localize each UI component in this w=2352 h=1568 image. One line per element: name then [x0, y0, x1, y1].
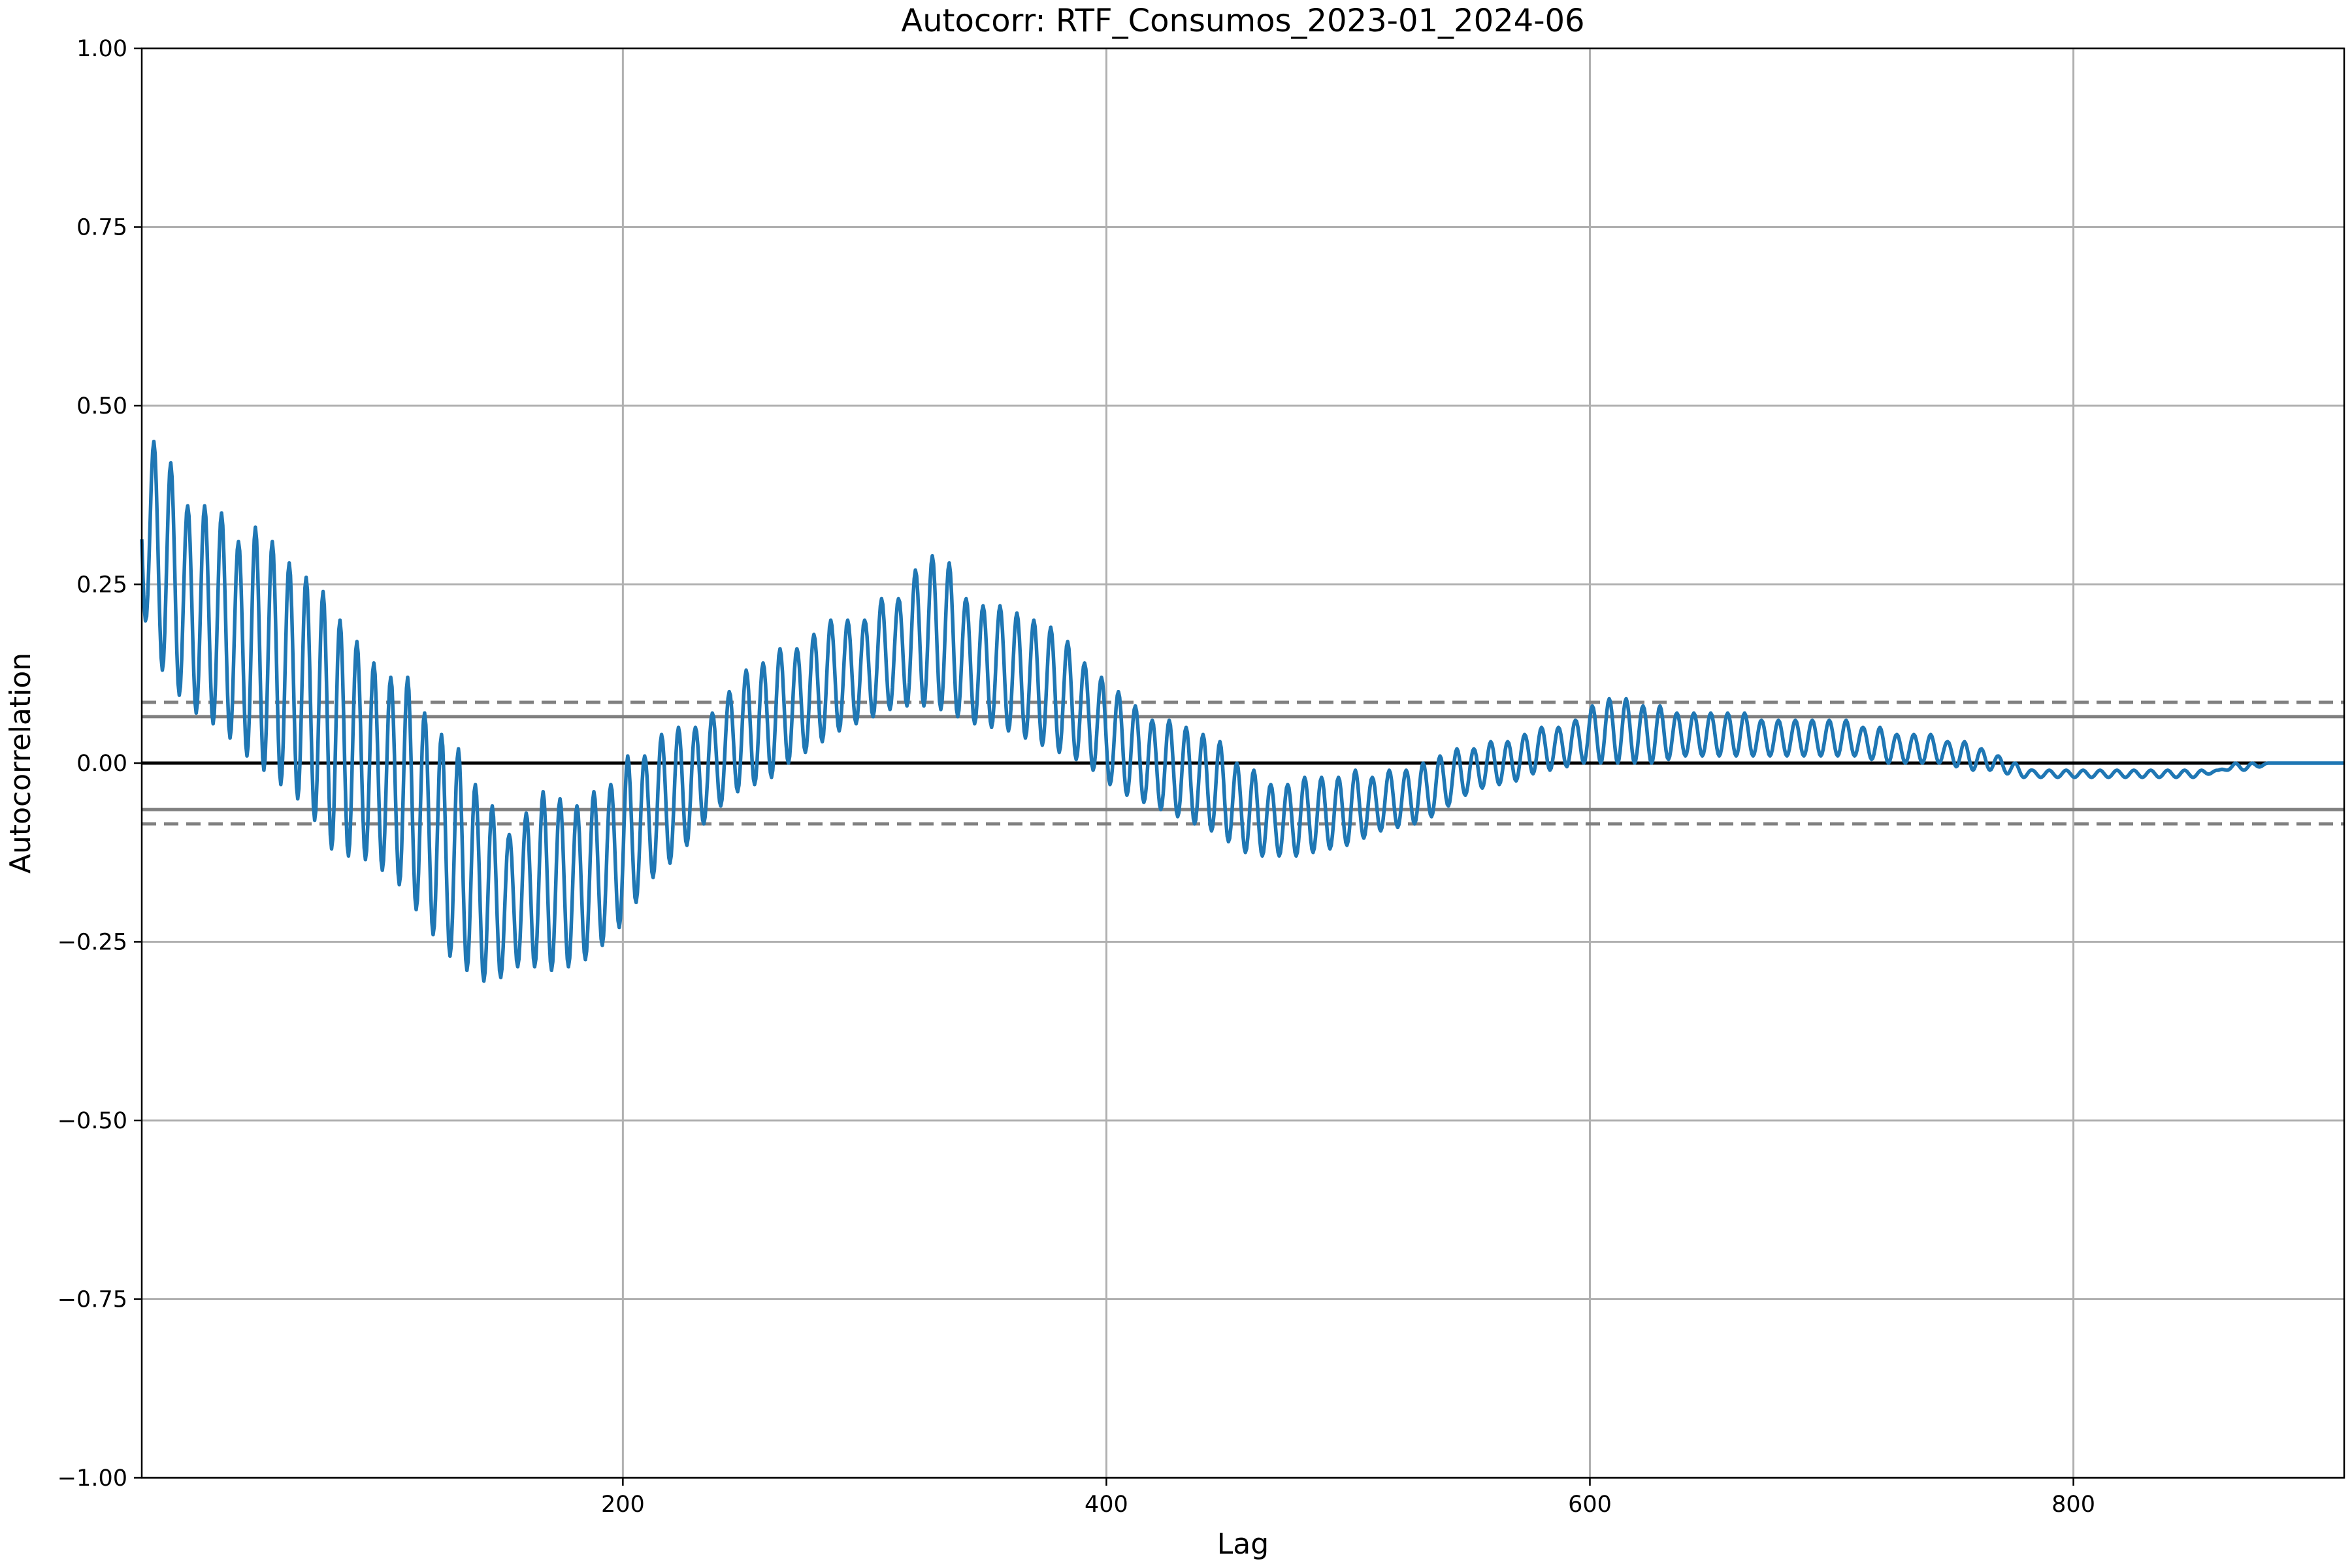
y-tick-label: 1.00: [76, 36, 127, 62]
y-tick-label: −0.75: [57, 1287, 127, 1313]
axis-ticks: 200 400 600 800 1.00 0.75 0.50 0.25 0.00 −0.25 −0.…: [57, 36, 2095, 1518]
autocorrelation-series-line: [140, 439, 2345, 983]
y-tick-label: 0.75: [76, 215, 127, 241]
y-tick-label: 0.25: [76, 572, 127, 598]
series-layer: [140, 439, 2345, 983]
x-tick-label: 400: [1085, 1492, 1128, 1518]
y-tick-label: 0.50: [76, 393, 127, 419]
y-tick-label: −0.25: [57, 930, 127, 956]
x-tick-label: 800: [2051, 1492, 2095, 1518]
chart-title: Autocorr: RTF_Consumos_2023-01_2024-06: [901, 3, 1584, 39]
y-axis-label: Autocorrelation: [4, 653, 37, 874]
y-tick-label: 0.00: [76, 751, 127, 777]
y-tick-label: −0.50: [57, 1108, 127, 1134]
y-tick-label: −1.00: [57, 1465, 127, 1492]
x-tick-label: 600: [1568, 1492, 1612, 1518]
x-tick-label: 200: [601, 1492, 645, 1518]
x-axis-label: Lag: [1217, 1527, 1269, 1561]
